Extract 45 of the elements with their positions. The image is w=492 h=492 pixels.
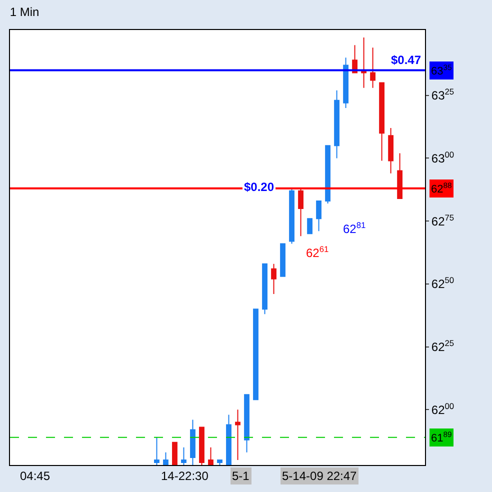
candlestick [361,37,366,88]
y-tick-label: 62$^{00}$ [431,400,454,417]
annotation: $0.47 [391,53,422,67]
candlestick [298,188,304,237]
y-tick-label: 62$^{50}$ [431,275,454,292]
candlestick [172,442,178,465]
candlestick [325,145,330,204]
text: 5-14-09 22:47 [282,469,358,483]
candlestick [271,263,276,295]
annotation: $0.20 [244,180,274,194]
candlestick [370,47,376,88]
y-tick-label: 63$^{25}$ [431,86,454,103]
candlestick [181,446,186,465]
text: 61$^{89}$ [431,430,452,445]
candlestick [226,414,232,465]
candlestick [253,308,258,400]
candlestick [289,188,294,244]
candlestick [307,218,312,234]
candlestick [235,409,240,460]
candlestick [190,419,196,465]
candlestick [316,200,322,232]
candlestick [334,90,340,159]
candlestick [262,263,268,315]
candlestick [397,152,402,199]
text: 63$^{35}$ [431,63,452,78]
y-tick-label: 62$^{25}$ [431,338,454,354]
annotation: 62$^{61}$ [306,244,330,260]
candlestick [163,452,168,465]
candlestick [379,82,384,162]
text: 1 Min [10,4,40,19]
candlestick [244,394,250,453]
candlestick [280,243,286,277]
candlestick [208,446,214,465]
y-tick-label: 62$^{75}$ [431,212,454,228]
text: 14-22:30 [161,469,209,483]
y-tick-label: 63$^{00}$ [431,149,454,166]
candlestick [154,436,160,465]
candlestick [199,426,204,465]
candlestick [343,57,348,108]
text: 04:45 [20,469,50,483]
annotation: 62$^{81}$ [343,220,366,236]
candlestick [388,128,394,174]
text: 5-1 [232,469,250,483]
text: 62$^{88}$ [431,181,452,196]
candlestick [217,459,222,465]
